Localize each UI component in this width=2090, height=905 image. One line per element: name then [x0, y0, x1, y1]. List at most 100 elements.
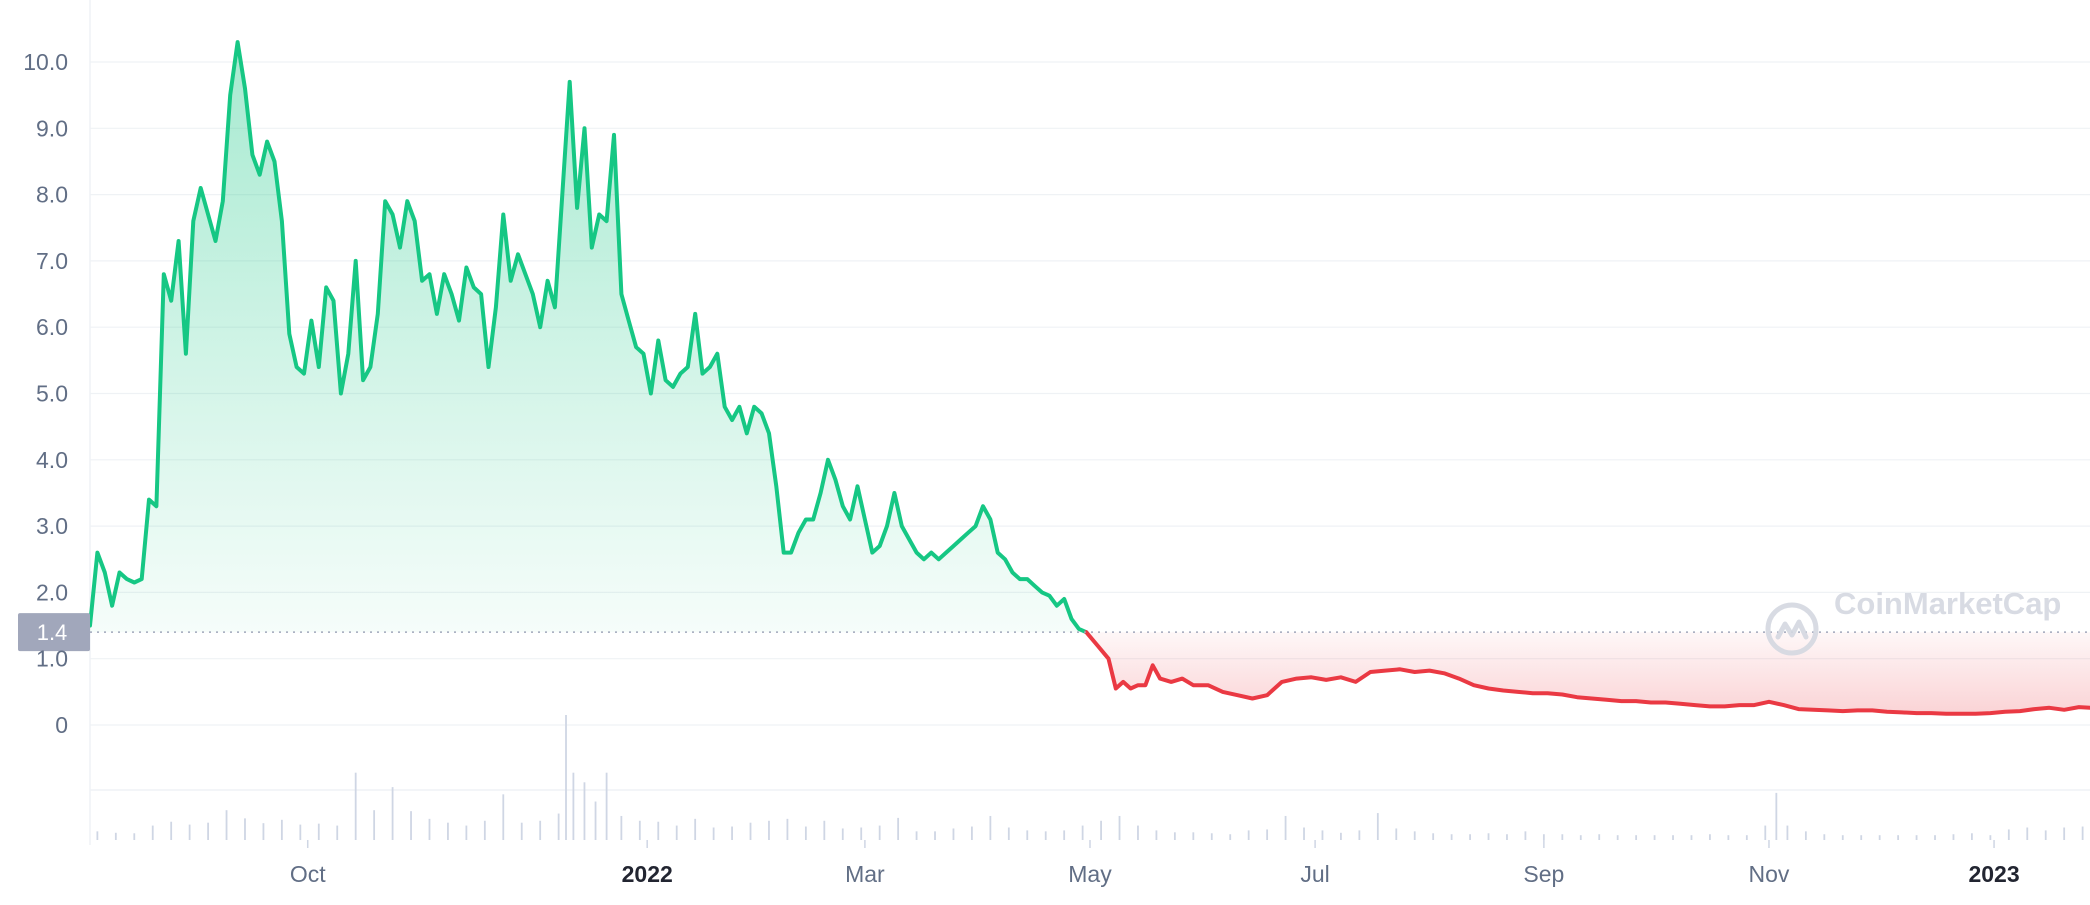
- y-tick-label: 4.0: [36, 447, 68, 473]
- volume-bar: [1322, 830, 1324, 840]
- volume-bar: [1395, 828, 1397, 840]
- volume-bar: [1451, 834, 1453, 840]
- volume-bar: [336, 826, 338, 840]
- volume-bar: [1879, 835, 1881, 840]
- volume-bar: [787, 819, 789, 840]
- volume-bar: [281, 820, 283, 840]
- x-axis: Oct 2022 Mar May Jul Sep Nov 2023: [290, 840, 2020, 887]
- x-tick-label: Nov: [1749, 861, 1790, 887]
- volume-bar: [558, 814, 560, 840]
- volume-bar: [565, 715, 567, 840]
- volume-bar: [355, 773, 357, 840]
- volume-bar: [1654, 835, 1656, 840]
- volume-bar: [226, 810, 228, 840]
- x-tick-label: Sep: [1523, 861, 1564, 887]
- volume-bar: [207, 823, 209, 840]
- y-tick-label: 7.0: [36, 248, 68, 274]
- volume-bar: [1805, 831, 1807, 840]
- volume-bar: [595, 802, 597, 840]
- volume-bar: [447, 823, 449, 840]
- volume-bar: [1414, 831, 1416, 840]
- volume-bar: [263, 823, 265, 840]
- volume-bar: [318, 824, 320, 840]
- volume-bar: [2063, 828, 2065, 841]
- volume-bar: [953, 828, 955, 840]
- x-tick-label: Mar: [845, 861, 885, 887]
- volume-bar: [1137, 826, 1139, 840]
- volume-bar: [502, 794, 504, 840]
- volume-bar: [713, 828, 715, 841]
- volume-bar: [1008, 828, 1010, 841]
- volume-bar: [620, 816, 622, 840]
- baseline-value-label: 1.4: [37, 620, 68, 645]
- volume-bar: [2008, 829, 2010, 840]
- volume-bar: [1934, 835, 1936, 840]
- volume-bar: [1340, 833, 1342, 840]
- volume-bar: [96, 831, 98, 840]
- volume-bar: [1561, 834, 1563, 840]
- volume-bar: [768, 821, 770, 840]
- y-tick-label: 5.0: [36, 381, 68, 407]
- y-tick-label: 8.0: [36, 182, 68, 208]
- volume-bar: [1860, 835, 1862, 840]
- volume-bar: [1082, 826, 1084, 840]
- volume-bar: [1746, 835, 1748, 840]
- volume-bar: [606, 773, 608, 840]
- volume-bar: [1506, 834, 1508, 840]
- volume-bar: [484, 821, 486, 840]
- y-tick-label: 0: [55, 712, 68, 738]
- volume-bar: [572, 773, 574, 840]
- volume-bar: [1989, 835, 1991, 840]
- volume-bar: [1971, 833, 1973, 840]
- price-area: [90, 42, 2090, 714]
- y-tick-label: 1.0: [36, 646, 68, 672]
- volume-bar: [429, 819, 431, 840]
- volume-bar: [1229, 834, 1231, 840]
- volume-bar: [1842, 835, 1844, 840]
- volume-bar: [244, 818, 246, 840]
- volume-bar: [694, 819, 696, 840]
- volume-bar: [1174, 832, 1176, 840]
- volume-bar: [639, 821, 641, 840]
- x-tick-label: Oct: [290, 861, 326, 887]
- volume-bar: [170, 822, 172, 840]
- volume-bar: [373, 810, 375, 840]
- x-tick-label: Jul: [1300, 861, 1329, 887]
- y-tick-label: 10.0: [23, 49, 68, 75]
- volume-bar: [1303, 828, 1305, 841]
- volume-bar: [1119, 816, 1121, 840]
- volume-bar: [2045, 830, 2047, 840]
- volume-bar: [1598, 834, 1600, 840]
- volume-bar: [584, 782, 586, 840]
- volume-bars: [96, 715, 2083, 840]
- volume-bar: [916, 831, 918, 840]
- volume-bar: [1266, 829, 1268, 840]
- price-area-fill: [1086, 632, 2090, 714]
- volume-bar: [299, 825, 301, 840]
- volume-bar: [989, 816, 991, 840]
- x-tick-label: 2023: [1968, 861, 2019, 887]
- volume-bar: [897, 818, 899, 840]
- y-tick-label: 6.0: [36, 314, 68, 340]
- x-tick-label: May: [1068, 861, 1112, 887]
- volume-bar: [1580, 835, 1582, 840]
- volume-bar: [1953, 834, 1955, 840]
- volume-bar: [115, 833, 117, 840]
- volume-bar: [2082, 827, 2084, 840]
- volume-bar: [1764, 826, 1766, 840]
- volume-bar: [1156, 830, 1158, 840]
- volume-bar: [842, 828, 844, 840]
- volume-bar: [1211, 833, 1213, 840]
- x-tick-label: 2022: [622, 861, 673, 887]
- volume-bar: [465, 826, 467, 840]
- volume-bar: [189, 825, 191, 840]
- y-tick-label: 3.0: [36, 513, 68, 539]
- volume-bar: [1897, 835, 1899, 840]
- volume-bar: [1469, 834, 1471, 840]
- volume-bar: [1709, 834, 1711, 840]
- volume-bar: [392, 787, 394, 840]
- volume-bar: [971, 827, 973, 840]
- volume-bar: [934, 831, 936, 840]
